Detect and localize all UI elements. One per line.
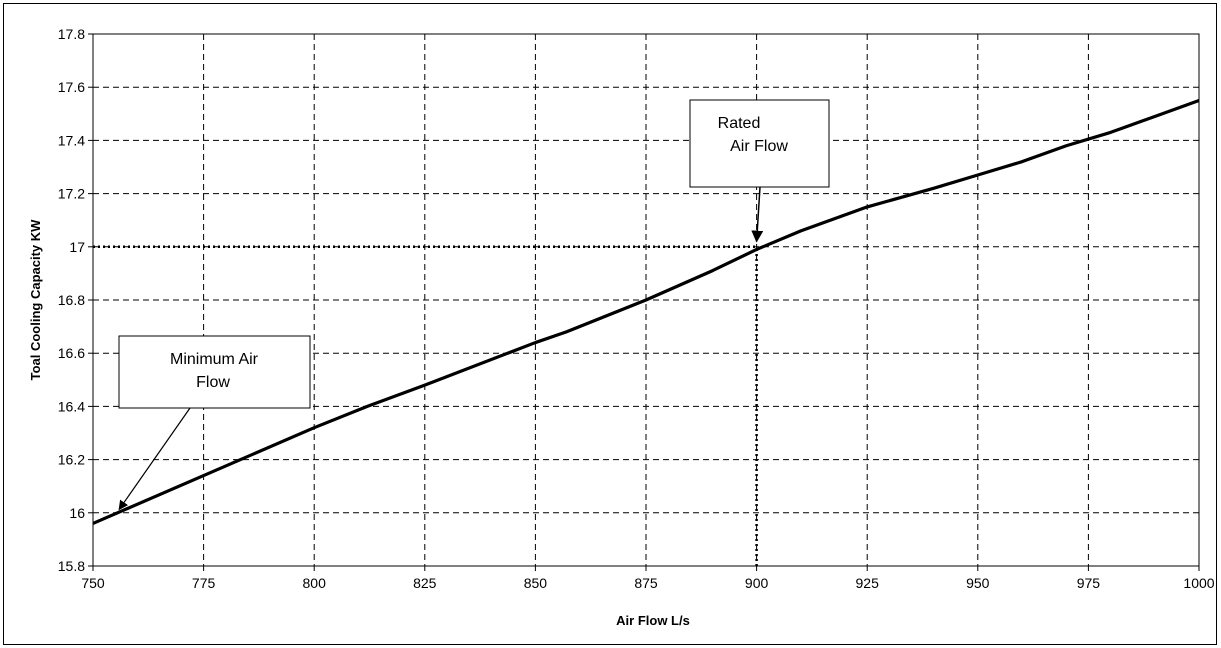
- x-tick-label: 850: [524, 575, 548, 591]
- y-tick-label: 16.8: [58, 292, 85, 308]
- y-tick-label: 16: [69, 505, 85, 521]
- y-tick-label: 17.6: [58, 79, 85, 95]
- y-tick-label: 16.4: [58, 398, 85, 414]
- x-tick-label: 950: [966, 575, 990, 591]
- y-axis-label: Toal Cooling Capacity KW: [28, 219, 43, 381]
- reference-lines: [93, 245, 758, 566]
- rated-air-flow-label-line2: Air Flow: [730, 138, 788, 155]
- x-tick-label: 825: [413, 575, 437, 591]
- series-layer: [92, 98, 1200, 525]
- minimum-air-flow-label-line2: Flow: [196, 374, 230, 391]
- x-tick-label: 800: [303, 575, 327, 591]
- x-tick-label: 1000: [1183, 575, 1214, 591]
- y-tick-label: 16.6: [58, 345, 85, 361]
- x-tick-label: 750: [81, 575, 105, 591]
- y-tick-label: 17.4: [58, 132, 85, 148]
- annotations: Rated Air Flow Minimum Air Flow: [118, 99, 830, 511]
- chart-frame: [3, 3, 1217, 645]
- minimum-air-flow-box: [118, 335, 311, 409]
- tick-labels: 750 775 800 825 850 875 900 925 950 975 1000 15.8 16…: [58, 26, 1215, 591]
- x-tick-label: 975: [1077, 575, 1101, 591]
- rated-air-flow-label-line1: Rated: [718, 115, 761, 132]
- x-tick-label: 925: [856, 575, 880, 591]
- rated-air-flow-box: [689, 99, 830, 188]
- y-tick-label: 17: [69, 239, 85, 255]
- y-tick-label: 16.2: [58, 452, 85, 468]
- y-tick-label: 17.8: [58, 26, 85, 42]
- y-tick-label: 15.8: [58, 558, 85, 574]
- minimum-air-flow-arrow: [118, 407, 191, 511]
- y-tick-label: 17.2: [58, 186, 85, 202]
- rated-air-flow-arrow: [751, 186, 764, 243]
- plot-area-border: [92, 33, 1200, 567]
- x-axis-label: Air Flow L/s: [616, 613, 690, 628]
- axes: [88, 33, 1200, 571]
- minimum-air-flow-label-line1: Minimum Air: [170, 351, 259, 368]
- x-tick-label: 775: [192, 575, 216, 591]
- cooling-capacity-line: [92, 98, 1200, 525]
- x-tick-label: 875: [634, 575, 658, 591]
- x-tick-label: 900: [745, 575, 769, 591]
